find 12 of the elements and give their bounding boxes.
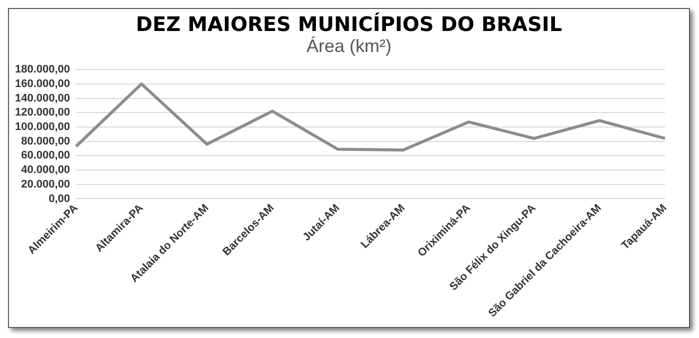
y-tick-label: 80.000,00 xyxy=(21,135,70,148)
y-tick-label: 60.000,00 xyxy=(21,150,70,162)
y-tick-label: 20.000,00 xyxy=(21,178,70,190)
y-tick-label: 140.000,00 xyxy=(14,92,70,104)
chart-subtitle: Área (km²) xyxy=(306,35,392,57)
y-tick-label: 160.000,00 xyxy=(14,78,70,90)
y-tick-label: 40.000,00 xyxy=(21,164,70,176)
y-tick-label: 180.000,00 xyxy=(14,64,70,76)
y-tick-label: 120.000,00 xyxy=(14,106,70,119)
y-tick-label: 0,00 xyxy=(48,192,70,205)
chart-title: DEZ MAIORES MUNICÍPIOS DO BRASIL xyxy=(134,12,564,36)
y-tick-label: 100.000,00 xyxy=(14,121,70,134)
